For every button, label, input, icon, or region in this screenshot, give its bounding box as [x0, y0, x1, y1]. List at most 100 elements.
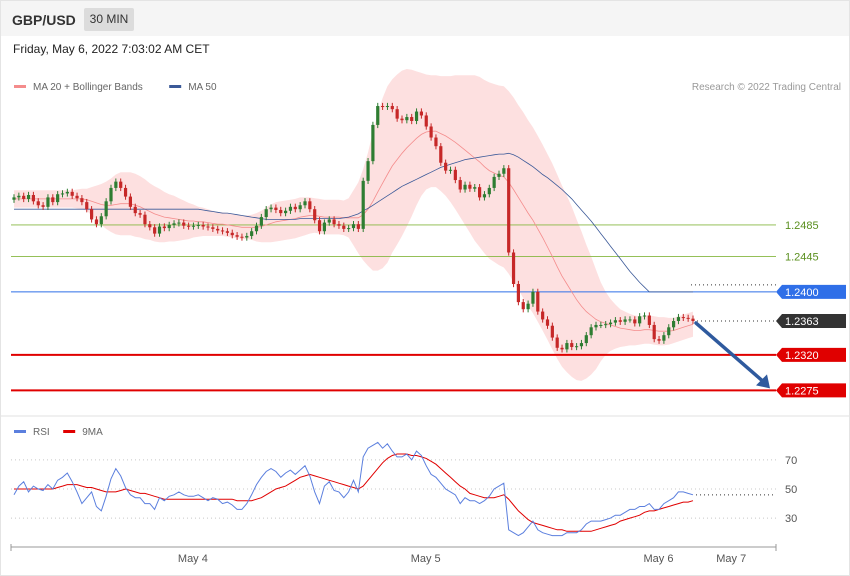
candle-body-77	[385, 106, 390, 108]
candle-body-86	[429, 126, 433, 138]
candle-body-102	[507, 168, 511, 253]
candle-body-78	[390, 106, 394, 110]
candle-body-81	[405, 117, 409, 121]
candle-body-93	[463, 184, 467, 190]
candle-body-70	[351, 224, 356, 229]
candle-body-53	[269, 207, 273, 210]
copyright-label: Research © 2022 Trading Central	[692, 82, 841, 93]
level-tag-1.2400	[776, 284, 846, 299]
candle-body-13	[75, 195, 79, 199]
candle-body-88	[439, 146, 443, 163]
candle-body-119	[589, 327, 593, 336]
candle-body-64	[322, 222, 326, 232]
candle-body-44	[225, 231, 229, 233]
candle-body-130	[642, 315, 647, 317]
candle-body-55	[279, 209, 283, 214]
candle-body-122	[604, 324, 608, 326]
ma50-line	[14, 152, 693, 293]
candle-body-59	[298, 205, 302, 210]
candle-body-28	[148, 224, 152, 228]
candle-body-12	[70, 191, 74, 196]
candle-body-19	[104, 201, 108, 217]
candle-body-21	[114, 181, 118, 188]
legend-swatch-0	[14, 85, 26, 88]
candle-body-51	[259, 217, 263, 226]
candle-body-124	[613, 320, 617, 323]
time-label-2: May 6	[644, 553, 674, 565]
candle-body-48	[245, 235, 249, 238]
candle-body-109	[541, 311, 545, 320]
candle-body-31	[162, 226, 166, 229]
candle-body-7	[46, 197, 50, 207]
rsi-legend-swatch-0	[14, 430, 26, 433]
rsi-tick-50: 50	[785, 484, 797, 496]
candle-body-79	[395, 109, 399, 119]
candle-body-39	[201, 224, 205, 227]
candle-body-91	[453, 169, 457, 181]
candle-body-97	[482, 194, 487, 198]
candle-body-85	[424, 115, 428, 127]
candle-body-50	[254, 225, 259, 232]
level-label-1.2400: 1.2400	[785, 287, 819, 299]
candle-body-111	[550, 325, 554, 338]
time-label-0: May 4	[178, 553, 208, 565]
legend-swatch-1	[169, 85, 182, 88]
candle-body-52	[264, 209, 268, 218]
candle-body-60	[303, 201, 307, 206]
candle-body-47	[240, 236, 244, 238]
level-label-1.2320: 1.2320	[785, 350, 819, 362]
candle-body-5	[36, 201, 40, 206]
timeframe-button[interactable]: 30 MIN	[84, 8, 134, 31]
candle-body-123	[608, 322, 613, 325]
candle-body-30	[157, 226, 162, 234]
candle-body-45	[230, 232, 234, 236]
candle-body-38	[196, 224, 200, 226]
time-label-3: May 7	[716, 553, 746, 565]
candle-body-25	[133, 206, 137, 214]
candle-body-139	[686, 317, 690, 319]
level-label-1.2363: 1.2363	[785, 316, 819, 328]
candle-body-71	[356, 224, 360, 229]
candle-body-135	[667, 327, 671, 336]
candle-body-95	[473, 187, 477, 189]
candle-body-72	[361, 180, 365, 229]
candle-body-118	[584, 335, 588, 344]
candle-body-90	[448, 169, 453, 171]
candle-body-23	[123, 187, 128, 197]
candle-body-42	[216, 228, 220, 231]
ma20-line	[14, 130, 694, 332]
level-label-1.2275: 1.2275	[785, 385, 819, 397]
candle-body-15	[85, 202, 89, 210]
candle-body-61	[308, 201, 312, 210]
candle-body-99	[492, 176, 496, 188]
symbol-label: GBP/USD	[12, 12, 76, 28]
rsi-line	[13, 441, 694, 537]
candle-body-108	[536, 291, 540, 312]
candle-body-94	[468, 184, 472, 189]
candle-body-1	[17, 195, 21, 198]
candle-body-49	[250, 231, 254, 236]
candle-body-103	[511, 252, 516, 284]
candle-body-68	[342, 225, 346, 229]
level-tag-1.2275	[776, 383, 846, 398]
candle-body-87	[434, 137, 438, 147]
candle-body-100	[497, 173, 501, 177]
candle-body-27	[143, 214, 147, 225]
candle-body-129	[638, 316, 642, 324]
candle-body-63	[317, 220, 322, 232]
candle-body-62	[313, 209, 317, 221]
candle-body-138	[681, 317, 685, 319]
level-tag-1.2320	[776, 347, 846, 362]
candle-body-80	[400, 118, 404, 121]
datetime-label: Friday, May 6, 2022 7:03:02 AM CET	[13, 42, 210, 56]
candle-body-107	[531, 291, 535, 304]
candle-body-24	[128, 196, 132, 207]
legend-label-1: MA 50	[188, 82, 217, 93]
candle-body-43	[220, 230, 225, 232]
candle-body-54	[274, 207, 278, 210]
candle-body-101	[502, 168, 506, 174]
candle-body-74	[371, 124, 375, 162]
candle-body-75	[376, 106, 380, 125]
candle-body-104	[516, 284, 520, 303]
